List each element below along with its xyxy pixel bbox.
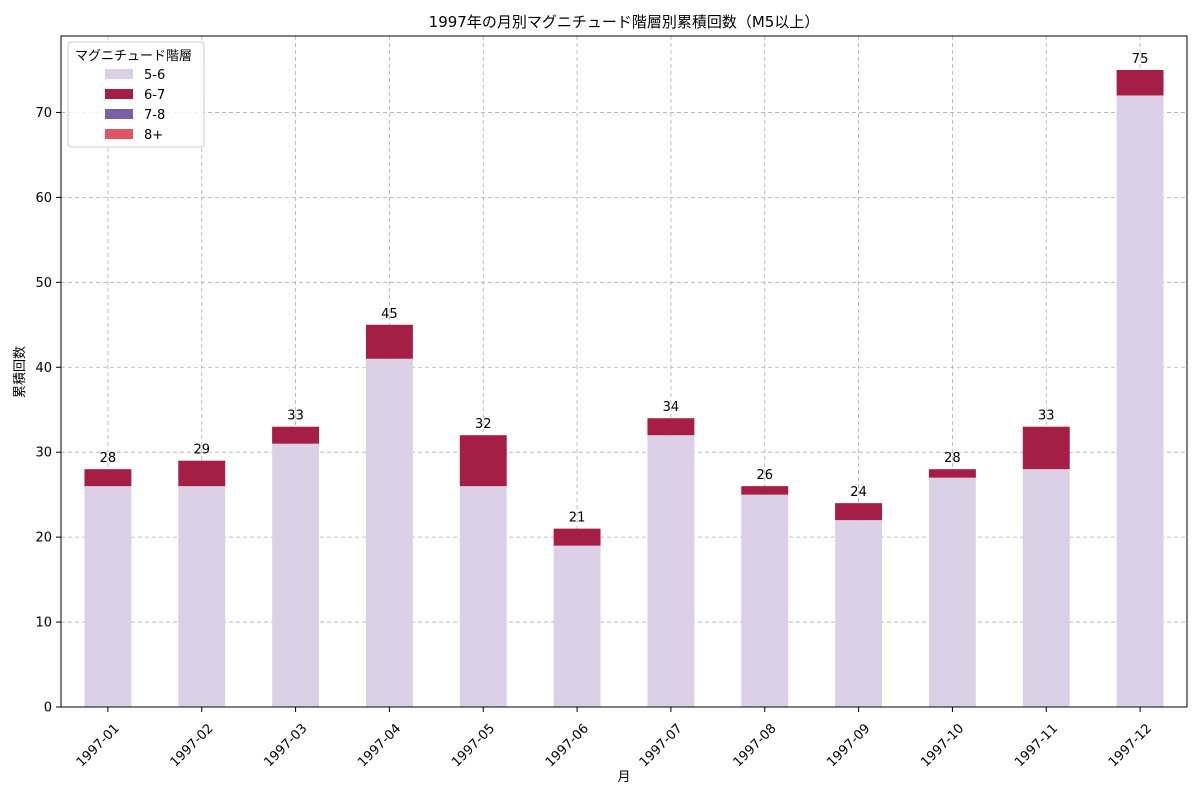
- x-tick-label: 1997-01: [74, 721, 123, 770]
- legend-label: 8+: [144, 128, 163, 143]
- bar-total-label: 24: [850, 485, 867, 500]
- bar-segment: [835, 503, 883, 521]
- bar-segment: [835, 520, 883, 707]
- bar-segment: [1116, 95, 1164, 708]
- legend-swatch: [105, 129, 133, 139]
- bar-segment: [741, 494, 789, 707]
- x-tick-label: 1997-05: [449, 721, 498, 770]
- plot-frame: [60, 35, 1188, 708]
- bar-segment: [647, 418, 695, 436]
- legend-items: 5-6 6-7 7-8 8+: [105, 68, 165, 143]
- y-tick-label: 70: [35, 106, 52, 121]
- x-tick-label: 1997-04: [355, 721, 404, 770]
- legend-title: マグニチュード階層: [75, 49, 192, 64]
- y-tick-label: 40: [35, 361, 52, 376]
- bar-total-label: 34: [663, 400, 680, 415]
- x-tick-label: 1997-11: [1012, 721, 1061, 770]
- legend-swatch: [105, 109, 133, 119]
- bar-segment: [928, 477, 976, 707]
- bar-total-label: 29: [193, 443, 210, 458]
- y-tick-label: 20: [35, 531, 52, 546]
- y-axis-title: 累積回数: [13, 346, 28, 398]
- x-tick-label: 1997-08: [731, 721, 780, 770]
- grid: [61, 36, 1187, 708]
- y-tick-label: 30: [35, 446, 52, 461]
- chart-title: 1997年の月別マグニチュード階層別累積回数（M5以上）: [429, 13, 820, 31]
- bar-total-label: 28: [100, 451, 117, 466]
- y-tick-label: 0: [44, 701, 52, 716]
- bar-segment: [1022, 426, 1070, 470]
- bar-segment: [1116, 69, 1164, 96]
- y-tick-label: 10: [35, 616, 52, 631]
- bar-total-label: 33: [1038, 409, 1055, 424]
- x-tick-label: 1997-10: [918, 721, 967, 770]
- bar-total-label: 45: [381, 307, 398, 322]
- bar-total-label: 33: [287, 409, 304, 424]
- bars: [84, 69, 1164, 708]
- bar-segment: [272, 443, 320, 707]
- bar-segment: [84, 486, 132, 707]
- bar-segment: [553, 528, 601, 546]
- bar-segment: [272, 426, 320, 444]
- bar-total-label: 28: [944, 451, 961, 466]
- bar-segment: [1022, 469, 1070, 707]
- bar-segment: [365, 358, 413, 707]
- legend-swatch: [105, 89, 133, 99]
- y-tick-label: 60: [35, 191, 52, 206]
- legend: マグニチュード階層 5-6 6-7 7-8 8+: [67, 41, 205, 148]
- bar-total-label: 75: [1132, 52, 1149, 67]
- x-tick-label: 1997-03: [261, 721, 310, 770]
- legend-swatch: [105, 69, 133, 79]
- legend-label: 6-7: [144, 88, 165, 103]
- x-tick-label: 1997-06: [543, 721, 592, 770]
- x-tick-label: 1997-12: [1106, 721, 1155, 770]
- legend-label: 7-8: [144, 108, 165, 123]
- bar-total-label: 26: [756, 468, 773, 483]
- bar-segment: [365, 324, 413, 359]
- bar-segment: [178, 460, 226, 487]
- x-axis-title: 月: [617, 770, 630, 785]
- bar-total-label: 21: [569, 511, 586, 526]
- total-labels: 28 29 33 45 32 21 34 26 24 28 33 75: [100, 52, 1149, 526]
- bar-segment: [459, 435, 507, 487]
- bar-segment: [553, 545, 601, 707]
- x-tick-label: 1997-02: [168, 721, 217, 770]
- x-tick-label: 1997-09: [824, 721, 873, 770]
- bar-segment: [84, 469, 132, 487]
- legend-frame: [67, 41, 205, 148]
- x-tick-label: 1997-07: [637, 721, 686, 770]
- bar-segment: [741, 486, 789, 495]
- bar-segment: [647, 435, 695, 707]
- bar-total-label: 32: [475, 417, 492, 432]
- bar-segment: [459, 486, 507, 707]
- legend-label: 5-6: [144, 68, 165, 83]
- bar-segment: [178, 486, 226, 707]
- y-tick-label: 50: [35, 276, 52, 291]
- bar-segment: [928, 469, 976, 478]
